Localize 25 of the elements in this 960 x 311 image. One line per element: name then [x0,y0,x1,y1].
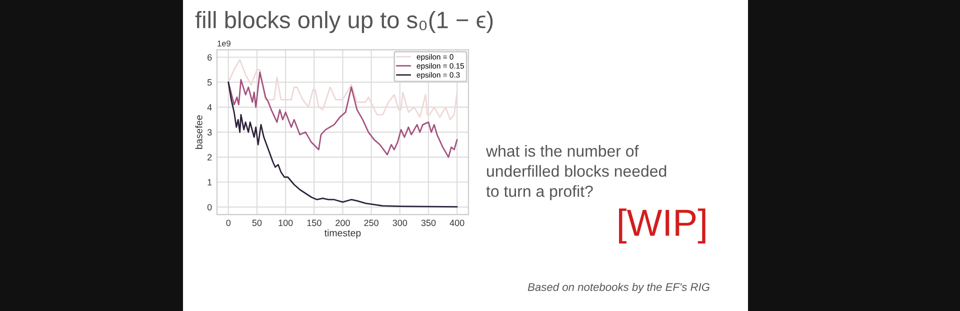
y-tick-label: 2 [208,154,212,160]
y-axis-title: basefee [195,115,202,149]
text: [WIP] [619,208,706,244]
x-tick-label: 0 [226,220,231,226]
text: what is the number of underfilled blocks needed to turn a profit? [486,145,666,200]
x-tick-label: 200 [336,220,350,226]
x-tick-label: 250 [364,220,378,226]
y-tick-label: 0 [207,204,212,210]
x-tick-label: 400 [450,220,464,226]
x-tick-label: 300 [392,220,408,226]
y-tick-label: 5 [207,79,212,86]
text: 1e9 [218,40,230,46]
x-tick-label: 350 [421,220,436,226]
x-tick-label: 50 [252,220,262,226]
x-tick-label: 100 [278,220,293,226]
chart-title: fill blocks only up to s₀(1 − ϵ) [195,10,493,34]
y-tick-label: 4 [207,104,212,110]
y-tick-label: 6 [208,54,212,61]
text: Based on notebooks by the EF's RIG [528,282,710,294]
x-axis-title: timestep [324,229,361,238]
y-tick-label: 1 [208,179,212,186]
y-tick-label: 3 [207,129,212,136]
x-tick-label: 150 [307,220,322,226]
line-series [228,82,458,208]
line-series [228,72,458,158]
